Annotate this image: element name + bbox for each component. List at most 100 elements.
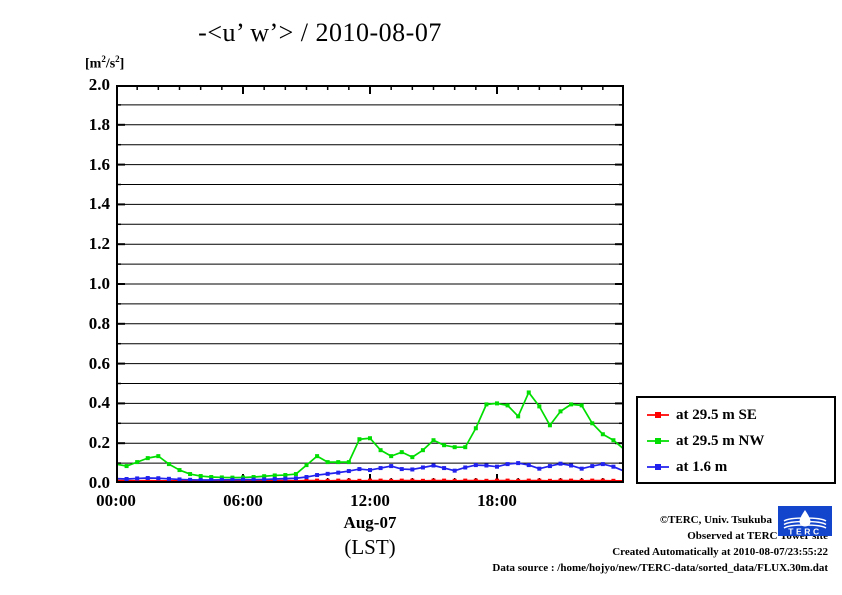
series-marker <box>230 477 235 482</box>
y-tick-label: 0.6 <box>88 353 110 373</box>
series-marker <box>188 477 193 482</box>
series-marker <box>442 466 447 471</box>
series-marker <box>389 464 394 469</box>
y-tick-label: 1.4 <box>88 194 110 214</box>
y-unit-sup2: 2 <box>115 54 120 64</box>
series-marker <box>537 478 542 483</box>
series-marker <box>325 478 330 483</box>
series-marker <box>262 474 267 479</box>
series-marker <box>569 478 574 483</box>
series-marker <box>357 478 362 483</box>
series-marker <box>410 455 415 460</box>
series-marker <box>442 443 447 448</box>
series-marker <box>166 476 171 481</box>
series-marker <box>325 471 330 476</box>
series-marker <box>495 464 499 469</box>
series-marker <box>198 478 203 483</box>
series-marker <box>537 404 542 409</box>
series-marker <box>272 473 277 478</box>
series-marker <box>526 463 531 468</box>
plot-canvas <box>116 85 624 483</box>
x-tick-label: 00:00 <box>96 491 136 510</box>
y-unit-mid: /s <box>105 56 116 72</box>
series-marker <box>473 426 478 431</box>
y-tick-label: 1.0 <box>88 274 110 293</box>
series-marker <box>262 477 267 482</box>
series-marker <box>399 478 404 483</box>
series-marker <box>315 454 320 459</box>
series-marker <box>579 466 584 471</box>
y-unit-sup1: 2 <box>101 54 106 64</box>
series-marker <box>526 478 531 483</box>
series-marker <box>304 463 309 468</box>
legend-label-1: at 29.5 m NW <box>676 432 765 449</box>
x-tick-label: 12:00 <box>350 491 390 510</box>
series-marker <box>336 470 341 475</box>
series-marker <box>135 460 140 465</box>
series-marker <box>315 478 320 483</box>
series-marker <box>346 460 351 465</box>
series-marker <box>452 445 457 450</box>
series-marker <box>399 450 404 455</box>
series-marker <box>389 454 394 459</box>
series-marker <box>579 403 584 408</box>
series-marker <box>611 464 616 469</box>
series-marker <box>495 401 499 406</box>
series-marker <box>420 465 425 470</box>
legend-item-0[interactable]: at 29.5 m SE <box>646 406 757 424</box>
series-marker <box>283 476 288 481</box>
series-marker <box>293 472 298 477</box>
series-marker <box>368 468 372 473</box>
series-marker <box>156 478 161 483</box>
y-axis-unit-label: [m2/s2] <box>85 54 124 73</box>
series-marker <box>473 478 478 483</box>
footer-observation-site: Observed at TERC Tower site <box>687 530 828 542</box>
page-title: -<u’ w’> / 2010-08-07 <box>198 18 442 47</box>
series-marker <box>241 477 245 482</box>
series-marker <box>516 478 521 483</box>
series-marker <box>537 466 542 471</box>
series-marker <box>304 475 309 480</box>
legend-item-2[interactable]: at 1.6 m <box>646 458 727 476</box>
series-line-1 <box>116 391 624 479</box>
series-marker <box>346 478 351 483</box>
legend-marker <box>655 412 661 418</box>
series-marker <box>198 474 203 479</box>
series-marker <box>357 467 362 472</box>
series-marker <box>547 478 552 483</box>
y-tick-label: 1.2 <box>88 234 110 254</box>
series-marker <box>442 478 447 483</box>
series-marker <box>484 402 489 407</box>
series-marker <box>272 477 277 482</box>
legend: at 29.5 m SE at 29.5 m NW at 1.6 m <box>636 396 836 484</box>
series-marker <box>399 467 404 472</box>
series-marker <box>410 467 415 472</box>
legend-swatch-green <box>647 438 669 444</box>
series-marker <box>251 475 256 480</box>
series-marker <box>357 437 362 442</box>
legend-label-0: at 29.5 m SE <box>676 406 757 423</box>
series-marker <box>219 475 224 480</box>
series-marker <box>145 456 150 461</box>
series-marker <box>420 478 425 483</box>
legend-item-1[interactable]: at 29.5 m NW <box>646 432 764 450</box>
x-tick-label: 06:00 <box>223 491 263 510</box>
series-marker <box>188 472 193 477</box>
footer-credits: ©TERC, Univ. Tsukuba Observed at TERC To… <box>418 512 828 576</box>
series-marker <box>600 432 605 437</box>
footer-copyright: ©TERC, Univ. Tsukuba <box>659 514 772 526</box>
y-tick-label: 0.8 <box>88 313 110 333</box>
series-marker <box>452 478 457 483</box>
y-tick-label: 1.6 <box>88 154 110 174</box>
series-marker <box>389 478 394 483</box>
series-marker <box>293 478 298 483</box>
series-marker <box>378 478 383 483</box>
y-unit-post: ] <box>119 56 125 72</box>
series-marker <box>505 462 510 467</box>
series-marker <box>325 460 330 465</box>
series-marker <box>177 468 182 473</box>
series-marker <box>241 475 245 480</box>
series-marker <box>484 463 489 468</box>
series-marker <box>431 438 436 443</box>
series-marker <box>378 448 383 453</box>
